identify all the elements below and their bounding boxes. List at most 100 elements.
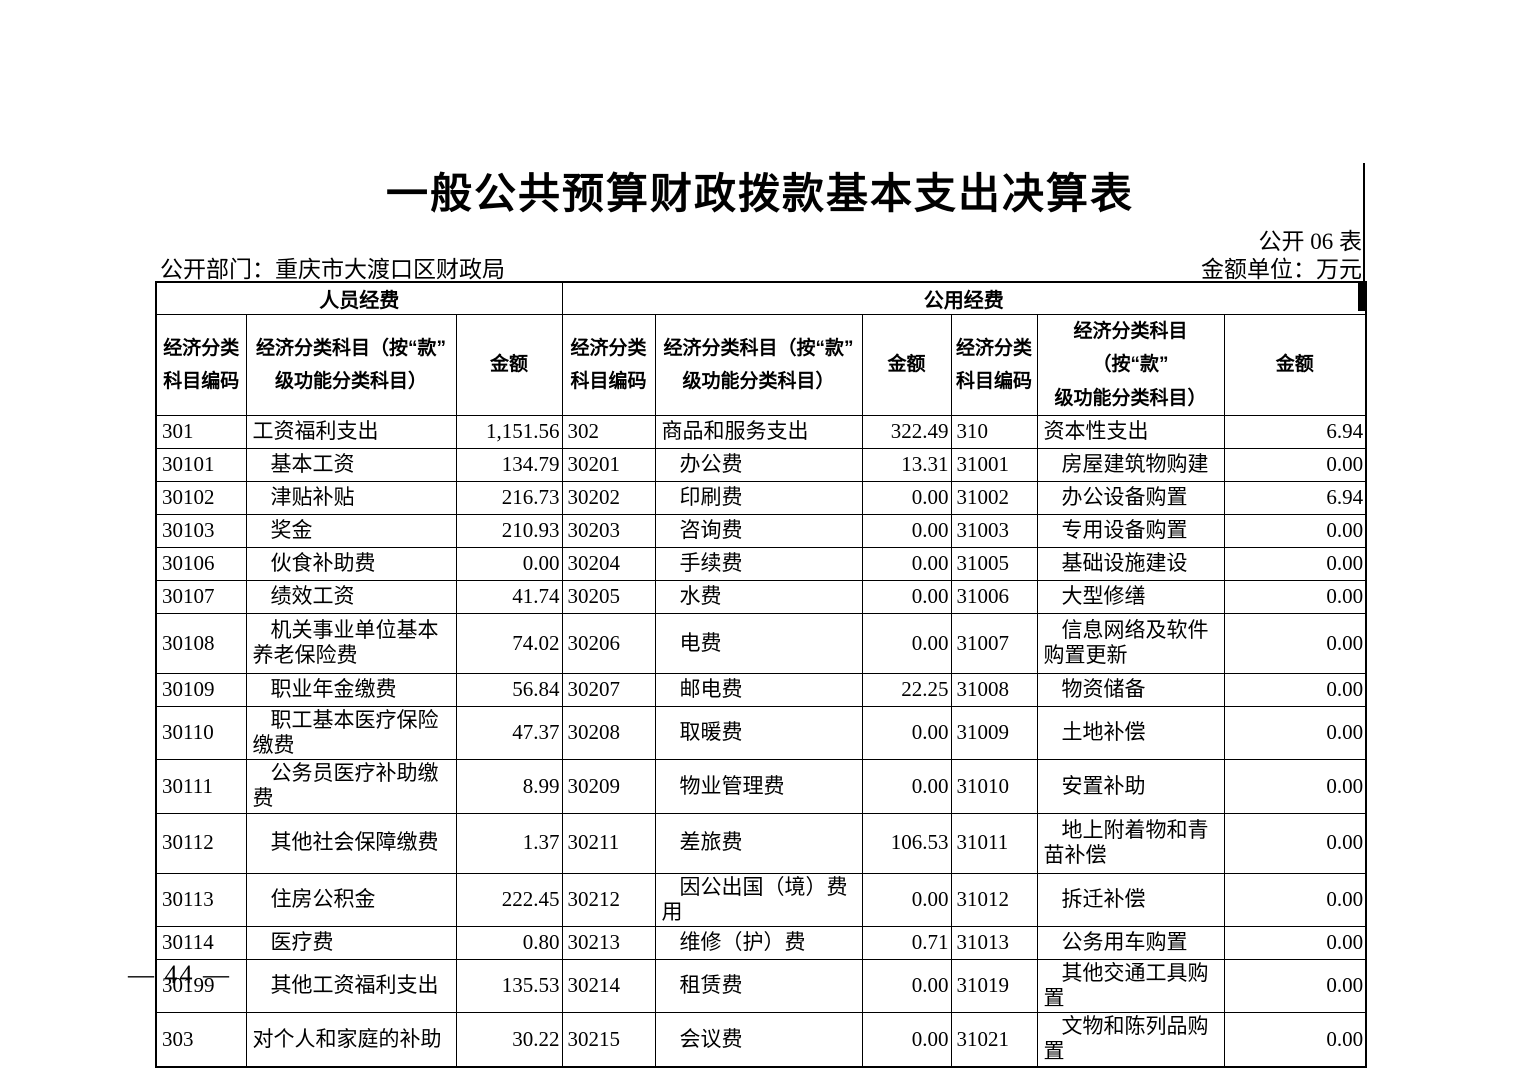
subject-column-header: 经济分类科目（按“款” 级功能分类科目） — [1036, 314, 1225, 416]
amount-cell: 1.37 — [455, 812, 563, 874]
amount-cell: 0.80 — [455, 925, 563, 960]
amount-cell: 135.53 — [455, 958, 563, 1014]
amount-cell: 0.00 — [861, 513, 952, 548]
amount-cell: 13.31 — [861, 447, 952, 482]
amount-cell: 0.00 — [1223, 925, 1367, 960]
subject-code-cell: 31021 — [950, 1012, 1038, 1068]
amount-cell: 47.37 — [455, 705, 563, 761]
department-label: 公开部门：重庆市大渡口区财政局 — [160, 257, 505, 282]
subject-name-cell: 基础设施建设 — [1036, 546, 1225, 581]
subject-code-cell: 30112 — [155, 812, 247, 874]
subject-name-cell: 工资福利支出 — [245, 414, 457, 449]
subject-name-cell: 对个人和家庭的补助 — [245, 1012, 457, 1068]
subject-column-header: 经济分类科目（按“款” 级功能分类科目） — [245, 314, 457, 416]
amount-cell: 0.00 — [1223, 705, 1367, 761]
subject-name-cell: 租赁费 — [654, 958, 863, 1014]
subject-code-cell: 30206 — [561, 612, 656, 674]
group-header: 人员经费 — [155, 281, 563, 315]
subject-code-cell: 30108 — [155, 612, 247, 674]
table-row: 30102 津贴补贴 216.73 30202 印刷费 0.00 31002 办公设备购置 6.… — [155, 480, 1367, 515]
subject-code-cell: 302 — [561, 414, 656, 449]
subject-name-cell: 其他交通工具购置 — [1036, 958, 1225, 1014]
code-column-header: 经济分类 科目编码 — [561, 314, 656, 416]
subject-code-cell: 30215 — [561, 1012, 656, 1068]
code-column-header: 经济分类 科目编码 — [155, 314, 247, 416]
column-header-row: 经济分类 科目编码 经济分类科目（按“款” 级功能分类科目） 金额 经济分类 科目编码… — [155, 314, 1367, 416]
amount-cell: 134.79 — [455, 447, 563, 482]
subject-name-cell: 办公设备购置 — [1036, 480, 1225, 515]
subject-name-cell: 资本性支出 — [1036, 414, 1225, 449]
table-row: 30107 绩效工资 41.74 30205 水费 0.00 31006 大型修缮 0.00 — [155, 579, 1367, 614]
subject-code-cell: 30201 — [561, 447, 656, 482]
subject-name-cell: 职工基本医疗保险缴费 — [245, 705, 457, 761]
budget-tbody: 301 工资福利支出 1,151.56 302 商品和服务支出 322.49 310 资本性支… — [155, 414, 1367, 1068]
subject-name-cell: 安置补助 — [1036, 759, 1225, 814]
subject-name-cell: 土地补偿 — [1036, 705, 1225, 761]
subject-name-cell: 咨询费 — [654, 513, 863, 548]
amount-cell: 0.71 — [861, 925, 952, 960]
subject-name-cell: 机关事业单位基本养老保险费 — [245, 612, 457, 674]
unit-label: 金额单位：万元 — [1201, 257, 1362, 282]
subject-code-cell: 30211 — [561, 812, 656, 874]
subject-name-cell: 其他工资福利支出 — [245, 958, 457, 1014]
subject-name-cell: 文物和陈列品购置 — [1036, 1012, 1225, 1068]
amount-cell: 0.00 — [455, 546, 563, 581]
subject-name-cell: 公务用车购置 — [1036, 925, 1225, 960]
subject-code-cell: 31011 — [950, 812, 1038, 874]
subject-name-cell: 维修（护）费 — [654, 925, 863, 960]
subject-code-cell: 30207 — [561, 672, 656, 707]
amount-cell: 0.00 — [861, 579, 952, 614]
budget-thead: 人员经费 公用经费 经济分类 科目编码 经济分类科目（按“款” 级功能分类科目） 金额经… — [155, 281, 1367, 416]
subject-name-cell: 房屋建筑物购建 — [1036, 447, 1225, 482]
subject-code-cell: 31013 — [950, 925, 1038, 960]
subject-name-cell: 职业年金缴费 — [245, 672, 457, 707]
subject-name-cell: 物资储备 — [1036, 672, 1225, 707]
subject-code-cell: 31010 — [950, 759, 1038, 814]
scan-artifact-bar — [1358, 282, 1365, 311]
table-row: 30111 公务员医疗补助缴费 8.99 30209 物业管理费 0.00 31010 安置补… — [155, 759, 1367, 814]
subject-code-cell: 31002 — [950, 480, 1038, 515]
amount-cell: 0.00 — [861, 958, 952, 1014]
amount-cell: 0.00 — [1223, 872, 1367, 927]
subject-code-cell: 31009 — [950, 705, 1038, 761]
amount-cell: 0.00 — [1223, 958, 1367, 1014]
subject-code-cell: 30106 — [155, 546, 247, 581]
subject-name-cell: 商品和服务支出 — [654, 414, 863, 449]
subject-code-cell: 30113 — [155, 872, 247, 927]
subject-code-cell: 30103 — [155, 513, 247, 548]
subject-code-cell: 30205 — [561, 579, 656, 614]
table-row: 30103 奖金 210.93 30203 咨询费 0.00 31003 专用设备购置 0.00 — [155, 513, 1367, 548]
code-column-header: 经济分类 科目编码 — [950, 314, 1038, 416]
amount-cell: 6.94 — [1223, 414, 1367, 449]
amount-column-header: 金额 — [861, 314, 952, 416]
subject-code-cell: 31001 — [950, 447, 1038, 482]
amount-cell: 0.00 — [1223, 812, 1367, 874]
group-header-row: 人员经费 公用经费 — [155, 281, 1367, 315]
subject-name-cell: 公务员医疗补助缴费 — [245, 759, 457, 814]
subject-code-cell: 30111 — [155, 759, 247, 814]
amount-cell: 216.73 — [455, 480, 563, 515]
subject-name-cell: 专用设备购置 — [1036, 513, 1225, 548]
subject-code-cell: 310 — [950, 414, 1038, 449]
subject-name-cell: 医疗费 — [245, 925, 457, 960]
amount-cell: 0.00 — [861, 872, 952, 927]
subject-code-cell: 30204 — [561, 546, 656, 581]
table-row: 30106 伙食补助费 0.00 30204 手续费 0.00 31005 基础设施建设 0.0… — [155, 546, 1367, 581]
subject-code-cell: 30209 — [561, 759, 656, 814]
amount-cell: 0.00 — [861, 612, 952, 674]
subject-code-cell: 30203 — [561, 513, 656, 548]
page-title: 一般公共预算财政拨款基本支出决算表 — [385, 170, 1134, 217]
subject-name-cell: 信息网络及软件购置更新 — [1036, 612, 1225, 674]
table-row: 30110 职工基本医疗保险缴费 47.37 30208 取暖费 0.00 31009 土地补… — [155, 705, 1367, 761]
amount-cell: 1,151.56 — [455, 414, 563, 449]
subject-code-cell: 31007 — [950, 612, 1038, 674]
table-row: 30108 机关事业单位基本养老保险费 74.02 30206 电费 0.00 31007 信… — [155, 612, 1367, 674]
subject-code-cell: 30107 — [155, 579, 247, 614]
subject-code-cell: 30109 — [155, 672, 247, 707]
amount-cell: 30.22 — [455, 1012, 563, 1068]
amount-cell: 0.00 — [1223, 513, 1367, 548]
subject-code-cell: 31008 — [950, 672, 1038, 707]
amount-cell: 0.00 — [1223, 612, 1367, 674]
amount-cell: 0.00 — [861, 705, 952, 761]
